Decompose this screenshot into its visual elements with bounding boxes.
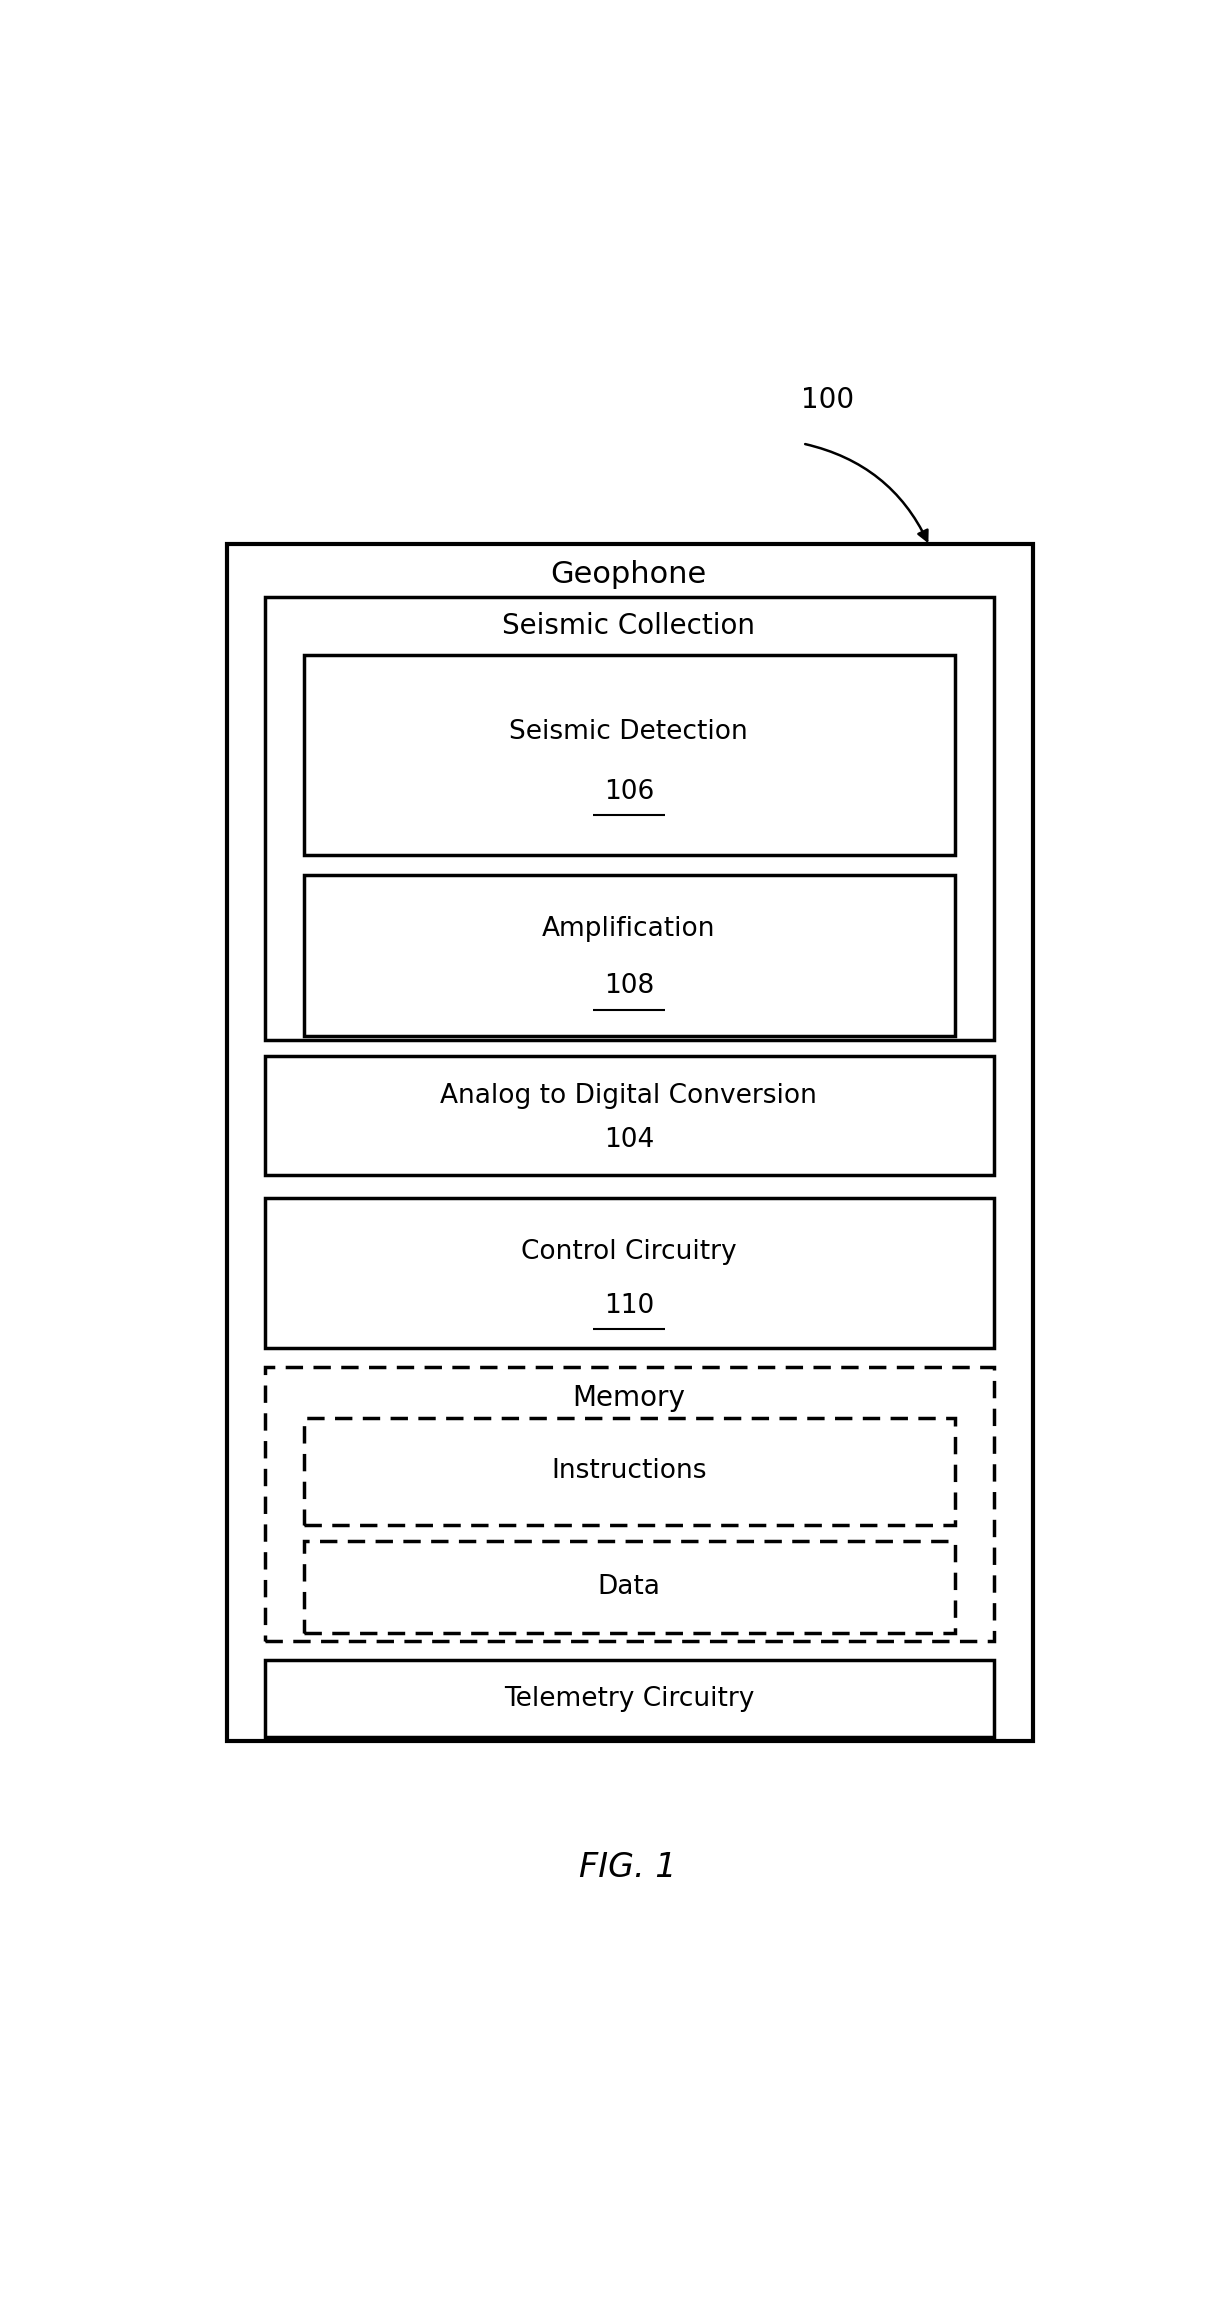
Text: 100: 100 bbox=[800, 384, 854, 415]
Text: Amplification: Amplification bbox=[542, 915, 716, 943]
Text: Geophone: Geophone bbox=[551, 560, 707, 588]
Bar bbox=[226, 544, 1033, 1742]
Bar bbox=[304, 655, 955, 855]
Text: Analog to Digital Conversion: Analog to Digital Conversion bbox=[441, 1084, 818, 1109]
Text: 110: 110 bbox=[603, 1292, 654, 1318]
Bar bbox=[266, 1197, 994, 1348]
Bar bbox=[266, 1661, 994, 1737]
Bar bbox=[266, 1056, 994, 1174]
Text: Telemetry Circuitry: Telemetry Circuitry bbox=[503, 1686, 754, 1712]
Bar bbox=[304, 1417, 955, 1526]
Text: Data: Data bbox=[597, 1575, 660, 1600]
Text: Instructions: Instructions bbox=[551, 1459, 706, 1485]
Bar bbox=[266, 1366, 994, 1640]
Text: 104: 104 bbox=[603, 1128, 654, 1153]
Bar bbox=[266, 598, 994, 1040]
Text: Seismic Detection: Seismic Detection bbox=[509, 720, 748, 746]
Bar bbox=[304, 875, 955, 1035]
Text: FIG. 1: FIG. 1 bbox=[579, 1850, 676, 1885]
Text: 106: 106 bbox=[603, 778, 654, 806]
Text: Memory: Memory bbox=[573, 1385, 685, 1413]
Bar bbox=[304, 1540, 955, 1633]
Text: Control Circuitry: Control Circuitry bbox=[521, 1239, 737, 1265]
Text: 108: 108 bbox=[603, 973, 654, 998]
Text: Seismic Collection: Seismic Collection bbox=[502, 611, 755, 639]
